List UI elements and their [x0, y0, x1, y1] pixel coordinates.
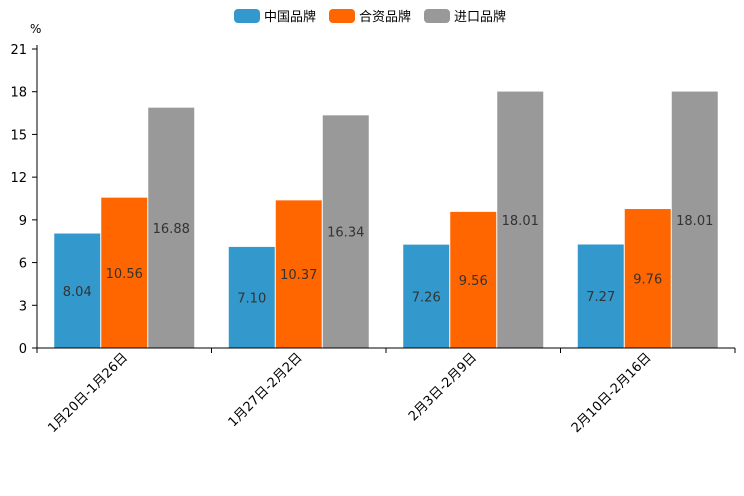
data-label: 18.01 [502, 214, 539, 229]
data-label: 8.04 [63, 285, 92, 300]
data-label: 7.10 [237, 291, 266, 306]
y-tick-label: 12 [10, 171, 27, 186]
y-tick-label: 6 [19, 257, 27, 272]
legend-swatch [424, 9, 450, 23]
bar-2-3 [450, 211, 497, 348]
legend-label: 进口品牌 [454, 9, 506, 25]
data-label: 18.01 [676, 214, 713, 229]
data-label: 16.34 [327, 226, 364, 241]
data-label: 7.27 [586, 290, 615, 305]
y-tick-label: 9 [19, 214, 27, 229]
bar-3-1 [148, 107, 195, 348]
bar-1-1 [54, 233, 101, 348]
bar-1-3 [403, 244, 450, 348]
bar-3-3 [497, 91, 544, 349]
legend-swatch [329, 9, 355, 23]
bar-2-2 [275, 200, 322, 348]
x-tick-label: 1月27日-2月2日 [226, 350, 306, 430]
legend: 中国品牌 合资品牌 进口品牌 [234, 9, 506, 25]
x-axis: 1月20日-1月26日 1月27日-2月2日 2月3日-2月9日 2月10日-2月16… [36, 347, 736, 436]
data-label: 7.26 [412, 290, 441, 305]
x-tick-label: 1月20日-1月26日 [45, 350, 131, 436]
data-label: 9.56 [459, 274, 488, 289]
bar-3-4 [671, 91, 718, 349]
data-label: 10.37 [280, 268, 317, 283]
bar-1-2 [228, 246, 275, 348]
legend-swatch [234, 9, 260, 23]
y-axis-unit-label: % [30, 22, 41, 36]
y-tick-label: 18 [10, 86, 27, 101]
legend-label: 合资品牌 [359, 9, 411, 25]
y-tick-label: 3 [19, 299, 27, 314]
y-tick-label: 15 [10, 128, 27, 143]
bar-2-1 [101, 197, 148, 348]
bar-2-4 [624, 209, 671, 348]
y-tick-label: 21 [10, 43, 27, 58]
data-label: 9.76 [633, 273, 662, 288]
data-label: 10.56 [106, 267, 143, 282]
x-tick-label: 2月3日-2月9日 [406, 350, 480, 424]
bar-1-4 [577, 244, 624, 348]
data-label: 16.88 [153, 222, 190, 237]
x-tick-label: 2月10日-2月16日 [569, 350, 655, 436]
legend-label: 中国品牌 [264, 9, 316, 25]
y-tick-label: 0 [19, 342, 27, 357]
y-axis: 0 3 6 9 12 15 18 21 [10, 43, 38, 357]
bar-3-2 [322, 115, 369, 349]
bars: 8.04 10.56 16.88 7.10 10.37 16.34 7.26 9.56 18.0… [54, 91, 718, 349]
